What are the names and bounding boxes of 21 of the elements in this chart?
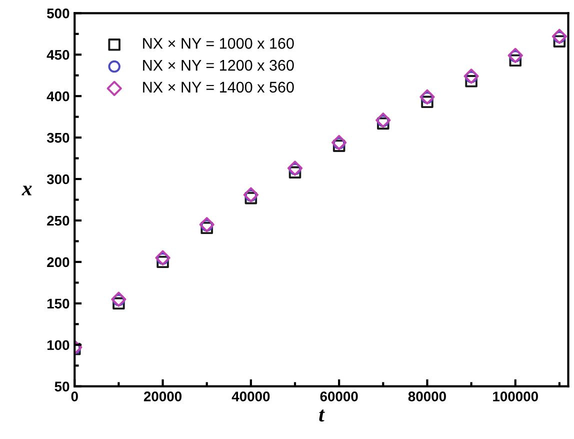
- x-tick-label: 0: [71, 392, 78, 402]
- y-tick-label: 400: [46, 91, 70, 102]
- y-tick-label: 350: [46, 132, 70, 143]
- x-tick-label: 40000: [232, 392, 270, 402]
- x-tick-label: 60000: [320, 392, 358, 402]
- y-tick-label: 500: [47, 8, 70, 18]
- y-tick-label: 150: [47, 298, 70, 309]
- x-tick-label: 20000: [144, 392, 182, 402]
- x-tick-label: 80000: [408, 392, 446, 402]
- x-axis-title: t: [319, 410, 325, 422]
- legend-label: NX × NY = 1000 x 160: [143, 38, 294, 49]
- y-tick-label: 250: [47, 216, 70, 226]
- legend-label: NX × NY = 1200 x 360: [143, 60, 294, 71]
- y-tick-label: 50: [54, 382, 70, 392]
- y-tick-label: 100: [47, 340, 70, 350]
- y-tick-label: 200: [47, 257, 70, 268]
- y-tick-label: 300: [46, 174, 70, 184]
- y-tick-label: 450: [46, 50, 70, 60]
- y-axis-title: x: [22, 186, 32, 196]
- x-tick-label: 100000: [493, 392, 538, 402]
- legend-label: NX × NY = 1400 x 560: [143, 82, 294, 93]
